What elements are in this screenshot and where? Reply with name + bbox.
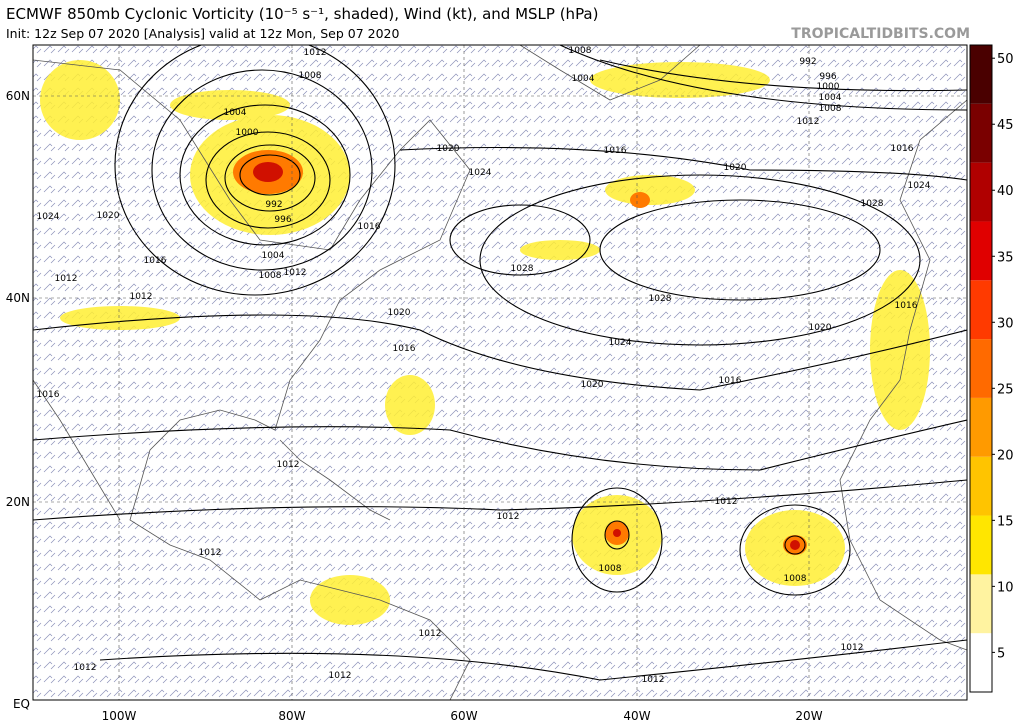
colorbar-tick-label: 20	[997, 448, 1014, 463]
colorbar-segment	[970, 515, 992, 575]
lon-label: 100W	[102, 709, 137, 723]
isobar-label: 1012	[497, 512, 520, 522]
isobar-label: 1028	[649, 294, 672, 304]
isobar-label: 1016	[895, 301, 918, 311]
colorbar-frame	[969, 44, 993, 693]
wind-barbs	[33, 45, 967, 700]
isobar-label: 1012	[715, 497, 738, 507]
isobar-label: 1008	[784, 574, 807, 584]
isobar-label: 1024	[908, 181, 931, 191]
isobar-label: 992	[265, 200, 282, 210]
isobar-label: 1008	[599, 564, 622, 574]
colorbar-tick-label: 30	[997, 316, 1014, 331]
axis-labels: 60N 40N 20N EQ 100W 80W 60W 40W 20W	[6, 89, 823, 723]
isobar-label: 1024	[469, 168, 492, 178]
isobar-label: 1012	[304, 48, 327, 58]
isobar-label: 1000	[817, 82, 840, 92]
isobar-label: 1004	[262, 251, 285, 261]
isobar-label: 1012	[419, 629, 442, 639]
isobar-label: 1020	[809, 323, 832, 333]
isobar-label: 1016	[358, 222, 381, 232]
isobar-label: 1012	[329, 671, 352, 681]
isobar-label: 1012	[284, 268, 307, 278]
isobar-label: 1016	[719, 376, 742, 386]
isobar-label: 1020	[97, 211, 120, 221]
isobar-label: 1016	[891, 144, 914, 154]
lat-label: EQ	[13, 697, 30, 711]
isobar-label: 996	[819, 72, 836, 82]
isobar-label: 1024	[609, 338, 632, 348]
colorbar-tick-label: 5	[997, 646, 1005, 661]
colorbar-segment	[970, 339, 992, 398]
isobars	[33, 45, 967, 681]
isobar-label: 1004	[819, 93, 842, 103]
isobar-label: 1028	[511, 264, 534, 274]
graticule	[33, 45, 967, 700]
isobar-label: 1004	[572, 74, 595, 84]
title: ECMWF 850mb Cyclonic Vorticity (10⁻⁵ s⁻¹…	[6, 5, 598, 23]
lon-label: 80W	[278, 709, 305, 723]
isobar-label: 1020	[581, 380, 604, 390]
colorbar-tick-label: 40	[997, 184, 1014, 199]
lon-label: 60W	[450, 709, 477, 723]
colorbar-segment	[970, 633, 992, 692]
colorbar-tick-label: 50	[997, 52, 1014, 67]
colorbar-tick-label: 10	[997, 580, 1014, 595]
isobar-label: 996	[274, 215, 291, 225]
isobar-label: 1028	[861, 199, 884, 209]
isobar-label: 1020	[388, 308, 411, 318]
isobar-label: 1012	[199, 548, 222, 558]
isobar-label: 1012	[277, 460, 300, 470]
vorticity-max	[253, 162, 800, 550]
isobar-label: 1012	[74, 663, 97, 673]
colorbar-tick-label: 35	[997, 250, 1014, 265]
colorbar-segment	[970, 103, 992, 163]
isobar-label: 1008	[299, 71, 322, 81]
colorbar-segment	[970, 221, 992, 281]
isobar-label: 1012	[642, 675, 665, 685]
lon-label: 40W	[623, 709, 650, 723]
isobar-label: 1000	[236, 128, 259, 138]
lat-label: 40N	[6, 291, 30, 305]
isobar-label: 1008	[819, 104, 842, 114]
isobar-label: 1012	[841, 643, 864, 653]
isobar-label: 1016	[604, 146, 627, 156]
colorbar-tick-label: 25	[997, 382, 1014, 397]
colorbar-segment	[970, 574, 992, 634]
colorbar-segment	[970, 397, 992, 457]
isobar-label: 1008	[259, 271, 282, 281]
lat-label: 60N	[6, 89, 30, 103]
colorbar: 5 10 15 20 25 30 35 40 45 50	[969, 44, 1014, 693]
isobar-label: 1016	[144, 256, 167, 266]
colorbar-segment	[970, 45, 992, 104]
subtitle: Init: 12z Sep 07 2020 [Analysis] valid a…	[6, 26, 399, 41]
isobar-label: 1008	[569, 46, 592, 56]
coastlines	[33, 45, 967, 700]
colorbar-tick-label: 15	[997, 514, 1014, 529]
colorbar-segment	[970, 456, 992, 516]
site-name: TROPICALTIDBITS.COM	[791, 26, 970, 42]
colorbar-segment	[970, 162, 992, 222]
isobar-label: 1016	[393, 344, 416, 354]
lon-label: 20W	[795, 709, 822, 723]
map-frame	[32, 44, 968, 701]
isobar-label: 1024	[37, 212, 60, 222]
isobar-label: 1020	[724, 163, 747, 173]
lat-label: 20N	[6, 495, 30, 509]
isobar-label: 1012	[797, 117, 820, 127]
isobar-label: 1004	[224, 108, 247, 118]
isobar-label: 1012	[130, 292, 153, 302]
colorbar-tick-label: 45	[997, 118, 1014, 133]
isobar-label: 1012	[55, 274, 78, 284]
isobar-label: 1020	[437, 144, 460, 154]
isobar-label: 1016	[37, 390, 60, 400]
isobar-label: 992	[799, 57, 816, 67]
colorbar-segment	[970, 280, 992, 340]
